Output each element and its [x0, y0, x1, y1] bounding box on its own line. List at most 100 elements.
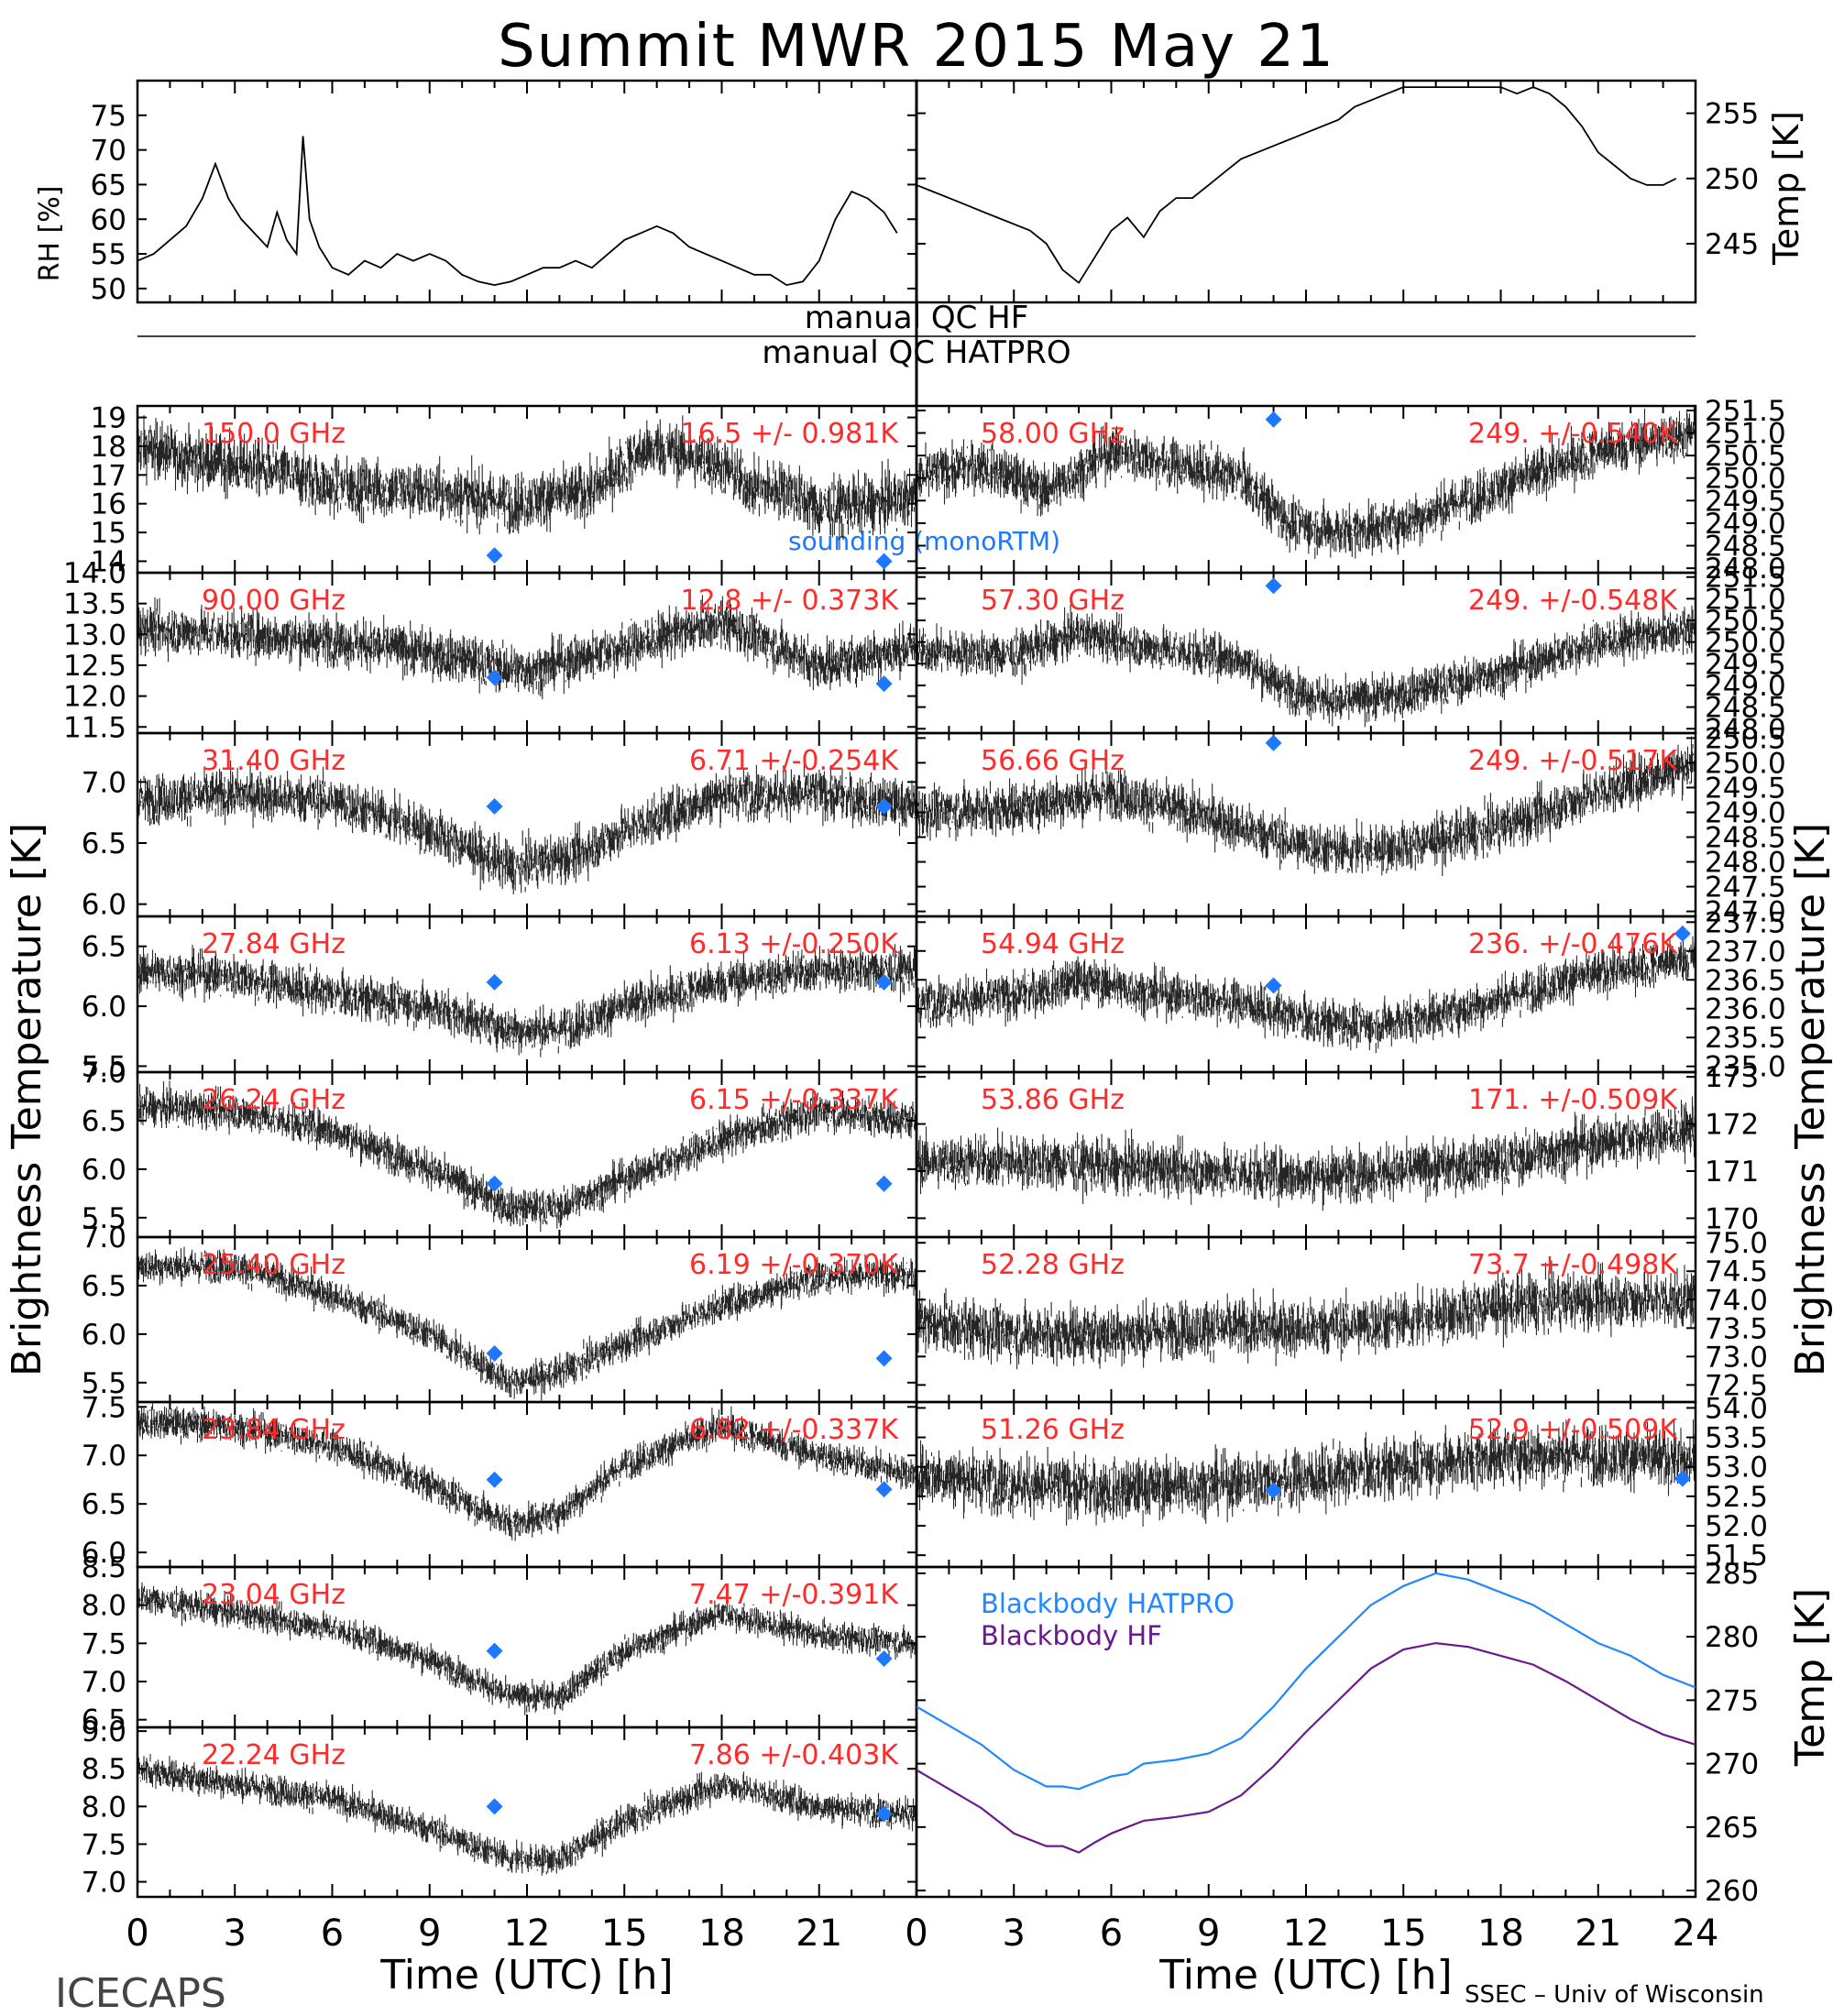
- channel-label: 52.28 GHz: [981, 1249, 1125, 1281]
- sounding-marker: [486, 973, 503, 991]
- y-tick-label: 250.5: [1705, 440, 1786, 473]
- y-tick-label: 51.5: [1705, 1539, 1768, 1572]
- y-tick-label: 265: [1705, 1812, 1759, 1845]
- y-tick-label: 6.5: [82, 1704, 126, 1737]
- y-tick-label: 260: [1705, 1875, 1759, 1908]
- y-tick-label: 251.0: [1705, 418, 1786, 451]
- sounding-legend: sounding (monoRTM): [788, 526, 1060, 556]
- y-tick-label: 250.5: [1705, 722, 1786, 755]
- sounding-marker: [486, 547, 503, 564]
- y-tick-label: 6.5: [82, 1488, 126, 1521]
- y-tick-label: 11.5: [63, 711, 126, 744]
- blackbody-hf-legend: Blackbody HF: [981, 1620, 1162, 1651]
- panel-blackbody: 260 265 270 275 280 285: [915, 1558, 1759, 1908]
- y-tick-label: 17: [91, 459, 126, 492]
- y-tick-label: 73.0: [1705, 1341, 1768, 1374]
- channel-label: 56.66 GHz: [981, 745, 1125, 777]
- x-tick-label: 6: [321, 1912, 344, 1955]
- y-tick-label: 7.0: [82, 1057, 126, 1090]
- sounding-marker: [486, 1642, 503, 1660]
- y-tick-label: 280: [1705, 1621, 1759, 1654]
- icecaps-label: ICECAPS: [55, 1970, 226, 2016]
- y-tick-label: 255: [1705, 98, 1759, 131]
- y-tick-label: 249.5: [1705, 485, 1786, 518]
- y-tick-label: 74.0: [1705, 1284, 1768, 1317]
- y-tick-label: 248.0: [1705, 847, 1786, 880]
- y-tick-label: 9.0: [82, 1715, 126, 1748]
- series-k2224: [137, 1754, 917, 1876]
- y-tick-label: 285: [1705, 1558, 1759, 1591]
- y-tick-label: 248.0: [1705, 713, 1786, 746]
- y-tick-label: 250.0: [1705, 627, 1786, 660]
- y-tick-label: 270: [1705, 1748, 1759, 1781]
- series-v5386: [916, 1096, 1696, 1211]
- y-tick-label: 249.0: [1705, 670, 1786, 703]
- y-tick-label: 7.0: [82, 1222, 126, 1255]
- panel-k2624: 5.5 6.0 6.5 7.0 26.24 GHz 6.15 +/-0.337K: [82, 1057, 918, 1239]
- y-tick-label: 6.0: [82, 991, 126, 1024]
- sounding-marker: [1265, 734, 1282, 751]
- y-tick-label: 55: [91, 238, 126, 271]
- stats-label: 171. +/-0.509K: [1468, 1084, 1678, 1116]
- stats-label: 249. +/-0.548K: [1468, 585, 1678, 617]
- panel-v5666: 247.0247.5248.0248.5249.0249.5250.0250.5…: [915, 722, 1786, 929]
- panel-k2224: 7.0 7.5 8.0 8.5 9.0 22.24 GHz 7.86 +/-0.403K: [82, 1715, 918, 1900]
- series-rh: [137, 136, 898, 287]
- y-tick-label: 236.5: [1705, 964, 1786, 997]
- x-tick-label: 18: [698, 1912, 745, 1955]
- y-tick-label: 172: [1705, 1109, 1759, 1142]
- series-blackbody-hatpro: [916, 1572, 1696, 1791]
- channel-label: 26.24 GHz: [202, 1084, 346, 1116]
- stats-label: 7.47 +/-0.391K: [689, 1579, 899, 1611]
- stats-label: 249. +/-0.540K: [1468, 418, 1678, 450]
- time-axis-label-left: Time (UTC) [h]: [379, 1952, 673, 1999]
- x-tick-label: 15: [1380, 1912, 1427, 1955]
- y-tick-label: 6.5: [82, 931, 126, 964]
- y-tick-label: 7.0: [82, 1867, 126, 1900]
- y-tick-label: 236.0: [1705, 993, 1786, 1026]
- series-k3140: [137, 760, 917, 894]
- y-tick-label: 245: [1705, 228, 1759, 261]
- sounding-marker: [875, 798, 893, 815]
- y-tick-label: 7.0: [82, 766, 126, 799]
- y-tick-label: 250.5: [1705, 605, 1786, 638]
- y-tick-label: 248.5: [1705, 692, 1786, 725]
- ssec-credit: SSEC – Univ of Wisconsin: [1465, 1981, 1764, 2009]
- channel-label: 150.0 GHz: [202, 418, 346, 450]
- y-tick-label: 12.0: [63, 681, 126, 714]
- y-tick-label: 251.5: [1705, 562, 1786, 595]
- y-tick-label: 251.5: [1705, 395, 1786, 428]
- y-tick-label: 16: [91, 488, 126, 521]
- x-tick-label: 12: [504, 1912, 551, 1955]
- sounding-marker: [875, 1481, 893, 1498]
- y-tick-label: 60: [91, 203, 126, 236]
- y-tick-label: 249.0: [1705, 796, 1786, 829]
- sounding-marker: [875, 675, 893, 693]
- channel-label: 22.24 GHz: [202, 1739, 346, 1771]
- panel-hf90: 11.512.012.513.013.514.0 90.00 GHz 12.8 +/…: [63, 557, 918, 744]
- y-tick-label: 5.5: [82, 1202, 126, 1235]
- series-hf90: [137, 595, 917, 700]
- y-tick-label: 70: [91, 135, 126, 168]
- y-tick-label: 250.0: [1705, 747, 1786, 780]
- sounding-marker: [486, 1175, 503, 1192]
- panel-v5730: 248.0248.5249.0249.5250.0250.5251.0251.5…: [915, 562, 1786, 746]
- y-tick-label: 247.0: [1705, 896, 1786, 929]
- x-tick-label: 6: [1100, 1912, 1123, 1955]
- y-tick-label: 237.5: [1705, 906, 1786, 939]
- channel-label: 54.94 GHz: [981, 928, 1125, 960]
- series-temp: [916, 86, 1677, 284]
- x-tick-label: 18: [1477, 1912, 1524, 1955]
- channel-label: 53.86 GHz: [981, 1084, 1125, 1116]
- y-tick-label: 173: [1705, 1061, 1759, 1094]
- stats-label: 6.19 +/-0.370K: [689, 1249, 899, 1281]
- x-tick-label: 3: [224, 1912, 247, 1955]
- blackbody-hatpro-legend: Blackbody HATPRO: [981, 1588, 1235, 1619]
- sounding-marker: [486, 798, 503, 815]
- series-k2540: [137, 1246, 917, 1401]
- x-tick-label: 3: [1003, 1912, 1026, 1955]
- panel-temp: 245 250 255: [915, 79, 1759, 304]
- stats-label: 52.9 +/-0.509K: [1468, 1414, 1678, 1446]
- y-tick-label: 7.0: [82, 1666, 126, 1699]
- sounding-marker: [1674, 925, 1691, 942]
